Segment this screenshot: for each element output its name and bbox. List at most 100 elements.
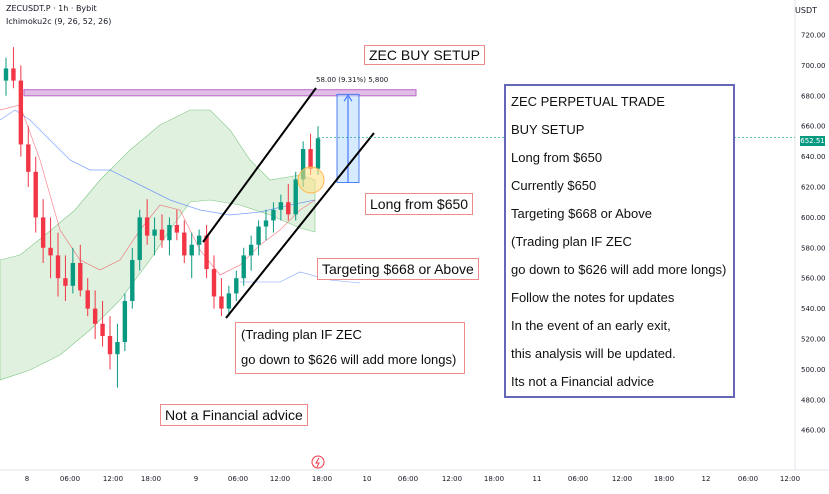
panel-line: go down to $626 will add more longs) [511,262,727,277]
candle-body [234,278,239,294]
current-price-tag: 652.51 [800,136,825,146]
x-tick-label: 18:00 [312,475,332,483]
candle-body [293,179,298,215]
candle-body [263,220,269,227]
candle-body [211,269,217,297]
candle-body [219,296,224,309]
plan-line-1: (Trading plan IF ZEC [241,327,362,342]
lightning-icon [311,455,325,469]
x-tick-label: 06:00 [398,475,418,483]
x-tick-label: 12:00 [780,475,800,483]
candle-body [278,202,284,210]
panel-line: Long from $650 [511,150,603,165]
y-tick-label: 620.00 [801,184,826,192]
panel-line: In the event of an early exit, [511,318,671,333]
candle-body [137,217,142,260]
panel-line: Its not a Financial advice [511,374,655,389]
long-label[interactable]: Long from $650 [365,193,474,215]
candle-body [189,244,194,256]
candle-body [48,247,53,256]
target-label[interactable]: Targeting $668 or Above [317,258,479,280]
candle-body [248,244,254,256]
candle-body [196,235,202,245]
x-tick-label: 11 [533,475,542,483]
candle-body [18,80,24,145]
y-tick-label: 600.00 [801,214,826,222]
candle-body [107,335,113,355]
y-tick-label: 640.00 [801,153,826,161]
x-tick-label: 06:00 [738,475,758,483]
y-tick-label: 500.00 [801,366,826,374]
candle-body [122,301,128,343]
candle-body [159,229,165,241]
y-tick-label: 580.00 [801,244,826,252]
candle-body [226,293,232,309]
x-tick-label: 12:00 [103,475,123,483]
channel-upper-line [202,87,317,243]
candle-body [40,217,46,248]
lightning-bolt-icon [315,457,320,468]
plan-note[interactable]: (Trading plan IF ZEC go down to $626 wil… [235,322,465,374]
x-tick-label: 12:00 [442,475,462,483]
currency-label: USDT [795,6,817,15]
candle-body [63,278,68,286]
candle-body [100,323,105,336]
target-zone [23,89,417,97]
x-tick-label: 12:00 [270,475,290,483]
candle-body [130,259,135,301]
x-tick-label: 12:00 [612,475,632,483]
entry-highlight-circle [297,166,325,194]
candle-body [315,138,321,169]
candle-body [167,225,172,241]
candle-body [182,232,187,256]
candle-body [70,263,76,286]
candle-body [256,226,261,245]
y-tick-label: 700.00 [801,62,826,70]
x-tick-label: 12 [702,475,711,483]
plan-line-2: go down to $626 will add more longs) [241,352,457,367]
candle-body [11,68,16,81]
x-tick-label: 9 [194,475,198,483]
candle-body [271,209,276,221]
trade-notes-panel[interactable]: ZEC PERPETUAL TRADE BUY SETUP Long from … [504,84,735,398]
panel-line: Targeting $668 or Above [511,206,652,221]
candle-body [241,255,246,279]
tenkan-line [0,104,316,276]
y-tick-label: 560.00 [801,275,826,283]
x-tick-label: 18:00 [654,475,674,483]
disclaimer-label[interactable]: Not a Financial advice [160,404,308,426]
y-tick-label: 540.00 [801,305,826,313]
x-tick-label: 8 [25,475,29,483]
candle-body [144,217,150,236]
y-tick-label: 460.00 [801,427,826,435]
candle-body [55,255,61,279]
x-tick-label: 06:00 [228,475,248,483]
x-tick-label: 18:00 [484,475,504,483]
panel-line: (Trading plan IF ZEC [511,234,632,249]
x-tick-label: 06:00 [60,475,80,483]
candle-body [3,68,9,81]
x-tick-label: 06:00 [568,475,588,483]
panel-line: Follow the notes for updates [511,290,675,305]
candle-body [204,235,209,270]
panel-line: ZEC PERPETUAL TRADE [511,94,665,109]
indicator-header: Ichimoku2c (9, 26, 52, 26) [6,17,112,26]
panel-line: BUY SETUP [511,122,585,137]
candle-body [92,308,98,324]
candle-body [174,225,180,233]
y-tick-label: 680.00 [801,92,826,100]
x-tick-label: 18:00 [141,475,161,483]
y-tick-label: 720.00 [801,32,826,40]
setup-label[interactable]: ZEC BUY SETUP [364,45,485,65]
y-tick-label: 520.00 [801,336,826,344]
candle-body [26,144,31,172]
candle-body [308,149,313,169]
measure-arrowhead [343,94,353,102]
candle-body [33,171,38,218]
x-tick-label: 10 [363,475,372,483]
y-tick-label: 480.00 [801,396,826,404]
panel-line: this analysis will be updated. [511,346,676,361]
symbol-header: ZECUSDT.P · 1h · Bybit [6,4,97,13]
